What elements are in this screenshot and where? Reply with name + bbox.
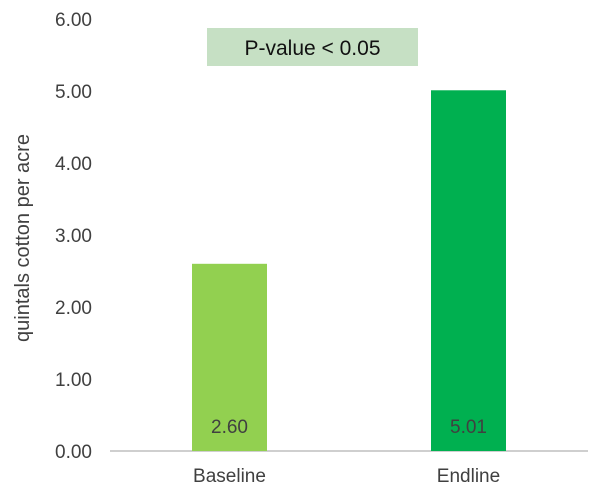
y-axis-ticks: 0.00 1.00 2.00 3.00 4.00 5.00 6.00 bbox=[55, 10, 92, 463]
y-tick-label: 2.00 bbox=[55, 298, 92, 319]
bar-baseline bbox=[192, 263, 267, 451]
category-labels: Baseline Endline bbox=[193, 466, 500, 487]
bar-endline bbox=[431, 90, 506, 451]
y-tick-label: 1.00 bbox=[55, 370, 92, 391]
y-tick-label: 6.00 bbox=[55, 10, 92, 31]
annotation-text: P-value < 0.05 bbox=[244, 37, 380, 60]
bars: 2.60 5.01 bbox=[192, 90, 506, 451]
y-tick-label: 5.00 bbox=[55, 82, 92, 103]
y-tick-label: 4.00 bbox=[55, 154, 92, 175]
y-axis-title: quintals cotton per acre bbox=[12, 134, 34, 342]
data-label: 2.60 bbox=[211, 417, 248, 438]
y-tick-label: 0.00 bbox=[55, 442, 92, 463]
annotation-box bbox=[207, 28, 418, 66]
x-tick-label: Endline bbox=[437, 466, 500, 487]
y-tick-label: 3.00 bbox=[55, 226, 92, 247]
data-label: 5.01 bbox=[450, 417, 487, 438]
x-tick-label: Baseline bbox=[193, 466, 266, 487]
